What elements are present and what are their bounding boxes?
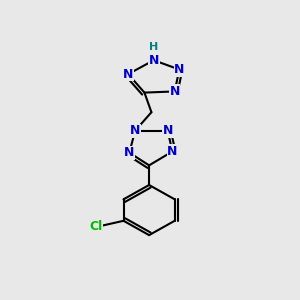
Text: N: N xyxy=(169,85,180,98)
Text: N: N xyxy=(163,124,173,137)
Text: H: H xyxy=(149,42,158,52)
Text: Cl: Cl xyxy=(89,220,102,233)
Text: N: N xyxy=(124,146,134,159)
Text: N: N xyxy=(130,124,140,137)
Text: N: N xyxy=(167,145,178,158)
Text: N: N xyxy=(148,54,159,67)
Text: N: N xyxy=(123,68,134,81)
Text: N: N xyxy=(174,63,184,76)
